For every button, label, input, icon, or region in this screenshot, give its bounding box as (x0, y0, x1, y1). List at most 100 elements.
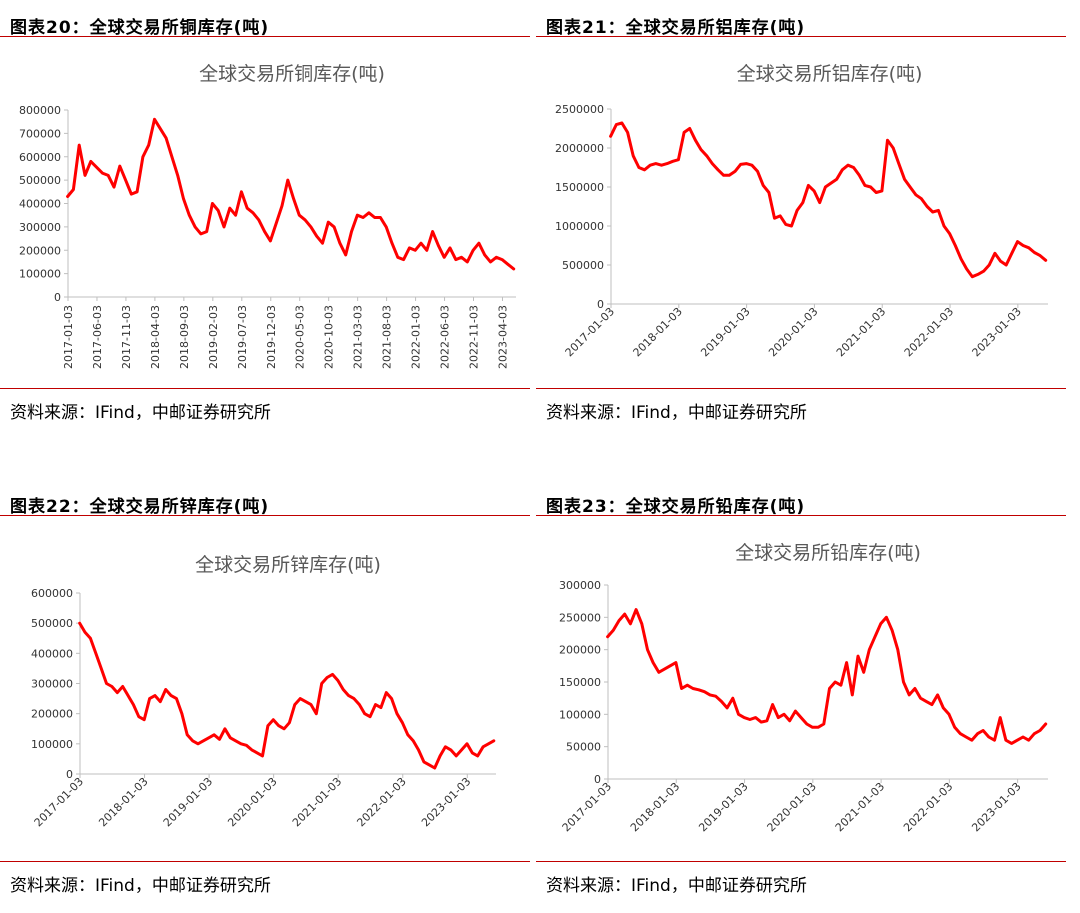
data-point (875, 191, 878, 194)
data-point (799, 716, 803, 719)
data-point (428, 763, 431, 767)
data-point (449, 748, 452, 752)
data-point (694, 139, 697, 142)
series-line (66, 117, 516, 271)
data-point (1038, 254, 1042, 257)
data-point (338, 242, 342, 245)
data-point (629, 622, 632, 625)
data-point (686, 684, 689, 687)
data-point (135, 190, 139, 193)
data-point (987, 735, 990, 739)
data-point (159, 127, 162, 130)
x-tick-label: 2020-05-03 (294, 305, 307, 369)
data-point (487, 742, 490, 745)
data-point (126, 694, 130, 697)
y-tick-label: 50000 (566, 741, 601, 754)
data-point (856, 654, 860, 658)
data-point (315, 712, 318, 715)
chart-title: 全球交易所铜库存(吨) (199, 63, 385, 85)
data-point (954, 244, 957, 247)
data-point (868, 648, 871, 651)
data-point (1010, 742, 1013, 745)
x-tick-label: 2022-01-03 (902, 305, 956, 359)
data-point (812, 189, 816, 193)
y-tick-label: 400000 (19, 198, 61, 211)
data-point (460, 256, 463, 259)
data-point (1016, 739, 1019, 742)
data-point (419, 242, 423, 245)
data-point (266, 724, 270, 727)
chart-title: 全球交易所锌库存(吨) (195, 554, 381, 576)
data-point (971, 275, 974, 278)
data-point (164, 136, 168, 140)
data-point (1027, 739, 1030, 742)
data-point (321, 242, 324, 245)
data-point (489, 260, 492, 264)
data-point (999, 259, 1002, 263)
data-point (379, 706, 383, 709)
data-point (202, 739, 205, 742)
data-point (72, 188, 75, 191)
data-point (332, 225, 336, 229)
data-point (760, 720, 763, 724)
data-point (444, 745, 447, 748)
data-point (477, 242, 481, 245)
data-point (107, 174, 110, 177)
x-tick-label: 2017-01-03 (62, 305, 75, 369)
data-point (256, 751, 259, 755)
data-point (834, 680, 837, 684)
data-point (750, 164, 754, 167)
data-point (406, 733, 409, 736)
data-point (454, 258, 457, 261)
data-point (720, 700, 723, 703)
x-tick-label: 2023-04-03 (496, 305, 509, 369)
data-point (782, 713, 786, 716)
data-point (743, 716, 746, 719)
data-point (1044, 259, 1047, 262)
data-point (261, 754, 264, 758)
data-point (779, 214, 782, 218)
source-note: 资料来源：IFind，中邮证券研究所 (10, 876, 271, 896)
y-tick-label: 0 (594, 773, 601, 786)
data-point (180, 712, 184, 715)
data-point (367, 211, 371, 214)
data-point (193, 225, 197, 229)
data-point (660, 164, 663, 167)
data-point (298, 214, 301, 217)
y-tick-label: 700000 (19, 127, 61, 140)
data-point (708, 693, 712, 697)
data-point (714, 695, 717, 698)
data-point (890, 629, 894, 632)
data-point (680, 687, 683, 690)
data-point (925, 205, 929, 208)
data-point (993, 252, 997, 255)
data-point (858, 174, 861, 177)
data-point (671, 160, 674, 163)
data-point (159, 700, 162, 703)
source-note: 资料来源：IFind，中邮证券研究所 (546, 403, 807, 423)
data-point (222, 225, 226, 229)
data-point (896, 648, 899, 651)
y-tick-label: 0 (66, 768, 73, 781)
data-point (433, 766, 436, 770)
data-point (282, 727, 286, 730)
x-tick-label: 2018-09-03 (178, 305, 191, 369)
data-point (835, 178, 838, 181)
data-point (615, 123, 618, 126)
data-point (471, 751, 474, 755)
data-point (756, 170, 759, 173)
data-point (331, 673, 334, 676)
y-tick-label: 100000 (19, 268, 61, 281)
data-point (795, 209, 799, 212)
data-point (807, 184, 810, 187)
data-point (982, 270, 985, 273)
y-tick-label: 200000 (31, 708, 73, 721)
data-point (110, 685, 114, 688)
data-point (130, 192, 133, 196)
y-tick-label: 2000000 (555, 142, 604, 155)
data-point (121, 685, 124, 688)
data-point (767, 191, 771, 194)
data-point (438, 754, 442, 758)
data-point (846, 164, 850, 167)
data-point (325, 676, 329, 679)
